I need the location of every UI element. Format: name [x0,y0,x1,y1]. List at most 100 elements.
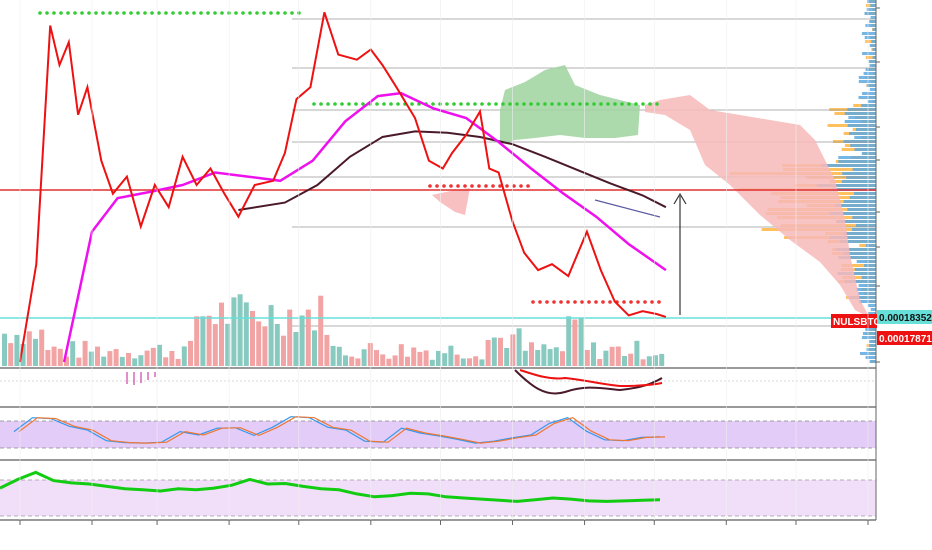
dot [319,102,323,106]
volume-bar [107,351,113,366]
vp-bar [858,300,876,303]
dot [585,102,589,106]
vp-bar [861,104,876,107]
volume-bar [305,309,311,366]
trend-line[interactable] [594,199,661,218]
volume-bars [2,294,665,366]
volume-bar [169,351,175,366]
volume-bar [163,357,169,366]
volume-bar [26,331,32,366]
vp-bar [835,204,876,207]
vp-bar [869,44,876,47]
dot [473,102,477,106]
dot [627,102,631,106]
volume-bar [188,340,193,366]
volume-bar [597,359,603,366]
vp-bar [838,156,876,159]
dot [643,300,647,304]
cloud-red-right [645,95,870,318]
oscillator-pane [0,470,876,517]
vp-bar [849,132,876,135]
vp-bar [836,220,876,223]
volume-bar [293,332,299,366]
dot [143,11,147,15]
vp-bar [872,28,876,31]
ichimoku-cloud [432,65,870,318]
price-tag-current-text: 0.00018352 [879,313,932,324]
vp-bar [858,80,876,83]
volume-bar [126,353,131,366]
volume-bar [553,347,559,366]
volume-bar [504,348,510,366]
volume-bar [256,321,262,366]
vp-bar [854,148,876,151]
vp-bar [839,240,876,243]
volume-bar [367,343,373,366]
vp-bar [864,264,876,267]
symbol-tag[interactable]: NULSBTC [831,314,881,328]
vp-bar [842,276,876,279]
price-tag-current[interactable]: 0.00018352 [877,310,932,324]
vp-bar [843,252,876,255]
dot [442,184,446,188]
dot [87,11,91,15]
price-line [19,11,667,363]
volume-bar [541,344,547,366]
volume-bar [262,326,268,366]
dot [80,11,84,15]
vp-bar [869,64,876,67]
vp-bar [854,136,876,139]
vp-bar [843,232,876,235]
volume-bar [411,347,417,366]
volume-bar [405,356,410,366]
dot [526,184,530,188]
dot [505,184,509,188]
volume-bar [101,356,107,366]
vp-bar [846,176,876,179]
vp-bar [868,312,876,315]
vp-bar [848,116,876,119]
vp-bar [844,112,876,115]
volume-bar [498,337,503,366]
price-tag-last[interactable]: 0.00017871 [877,331,932,345]
vp-bar [838,256,876,259]
dot [192,11,196,15]
dot [241,11,245,15]
vp-bar [854,268,876,271]
volume-bar [70,341,76,366]
volume-bar [386,358,392,366]
volume-bar [330,345,336,366]
volume-bar [646,356,652,366]
vp-bar [867,304,876,307]
volume-bar [479,359,485,366]
volume-bar [417,351,423,366]
up-arrow[interactable] [673,192,687,315]
dot [269,11,273,15]
volume-bar [299,315,305,366]
dot [199,11,203,15]
volume-bar [436,351,441,366]
vp-bar [861,32,876,35]
volume-bar [144,350,150,366]
vp-bar [862,92,876,95]
dot [354,102,358,106]
vp-bar [844,280,876,283]
vp-bar [850,144,876,147]
volume-bar [175,359,181,366]
volume-bar [76,357,82,366]
volume-bar [467,358,472,366]
volume-bar [622,356,627,366]
volume-bar [423,350,429,366]
vp-bar [865,356,876,359]
macd-pane [0,369,876,395]
vp-bar [855,224,876,227]
dot [613,102,617,106]
dot [501,102,505,106]
volume-bar [336,346,342,366]
vp-bar [829,236,876,239]
rsi-pane [0,416,876,449]
volume-bar [113,349,119,366]
x-axis [19,0,869,525]
vp-bar [869,340,876,343]
